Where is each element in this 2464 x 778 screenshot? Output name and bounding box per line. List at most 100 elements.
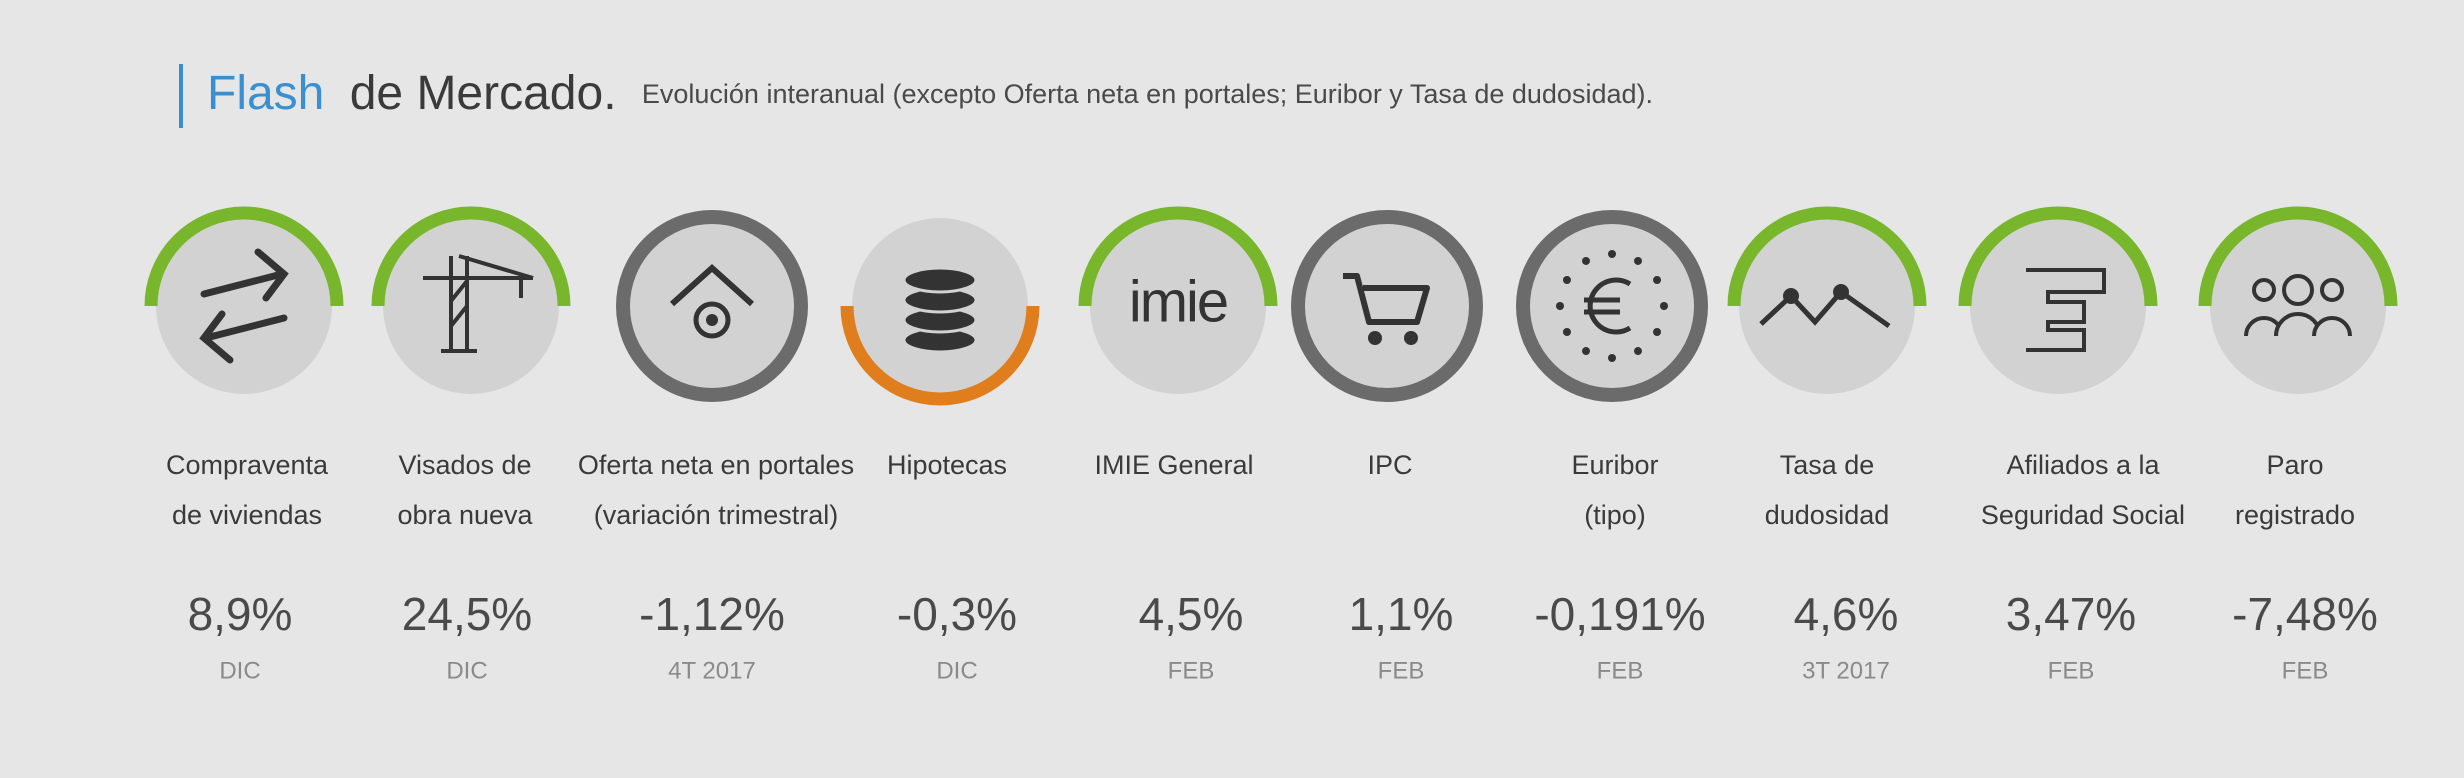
ring [1078,206,1278,307]
icon-circle [156,218,332,394]
icon-logo: imie [1129,269,1227,334]
icon-star [1582,256,1590,265]
item-value: 1,1% [1349,588,1454,640]
icon-circle [1970,218,2146,394]
icon-wheel [1404,331,1418,345]
subtitle: Evolución interanual (excepto Oferta net… [642,79,1653,109]
item-period: DIC [219,657,260,684]
icon-line [1759,288,1891,329]
item-label: dudosidad [1765,500,1890,530]
indicator: Hipotecas -0,3% DIC [840,218,1040,684]
item-period: FEB [1378,657,1425,684]
icon-at [693,301,731,339]
item-label: de viviendas [172,500,322,530]
indicator: Visados de obra nueva 24,5% DIC [371,206,571,684]
item-value: 4,5% [1139,588,1244,640]
item-period: FEB [1168,657,1215,684]
icon-circle [383,218,559,394]
ring [1291,210,1483,402]
icon-coin [902,266,978,294]
indicator: IPC 1,1% FEB [1291,210,1483,684]
icon-star [1653,276,1662,284]
item-label: Visados de [398,450,531,480]
item-value: -0,191% [1534,588,1705,640]
indicator: imie IMIE General 4,5% FEB [1078,206,1278,684]
title-highlight: Flash [207,67,324,120]
item-value: 8,9% [188,588,293,640]
item-label: Tasa de [1780,450,1875,480]
item-label: Hipotecas [887,450,1007,480]
indicator: Afiliados a la Seguridad Social 3,47% FEB [1958,206,2185,684]
item-label: IMIE General [1094,450,1253,480]
icon-star [1608,250,1616,258]
icon-shape [2026,268,2106,352]
item-period: DIC [936,657,977,684]
item-label: Seguridad Social [1981,500,2185,530]
item-label: Compraventa [166,450,329,480]
icon-star [1562,276,1571,284]
ring [1727,206,1927,307]
indicator: Paro registrado -7,48% FEB [2198,206,2398,684]
icon-circle [1090,218,1266,394]
ring [144,206,344,307]
item-period: DIC [446,657,487,684]
ring [1958,206,2158,307]
icon-head [2320,278,2344,302]
indicator: Oferta neta en portales (variación trimes… [578,210,854,684]
icon-star [1660,302,1668,310]
item-label: Oferta neta en portales [578,450,854,480]
icon-house [669,263,755,307]
item-period: FEB [1597,657,1644,684]
item-value: 4,6% [1794,588,1899,640]
icon-head [2282,274,2314,306]
icon-star [1556,302,1564,310]
item-label: IPC [1367,450,1412,480]
title-main: de Mercado. [350,67,617,120]
ring [840,305,1040,406]
icon-circle [1524,218,1700,394]
ring [616,210,808,402]
icon-euro [1584,277,1632,335]
icon-star [1653,328,1662,336]
item-label: obra nueva [397,500,533,530]
ring [371,206,571,307]
icon-star [1582,347,1590,356]
indicator: Tasa de dudosidad 4,6% 3T 2017 [1727,206,1927,684]
item-value: -7,48% [2232,588,2378,640]
icon-cart [1343,273,1430,325]
icon-star [1634,347,1642,356]
icon-head [2252,278,2276,302]
item-label: Paro [2266,450,2323,480]
item-value: -0,3% [897,588,1017,640]
item-period: FEB [2282,657,2329,684]
item-period: 3T 2017 [1802,657,1890,684]
item-label: (tipo) [1584,500,1646,530]
icon-circle [1299,218,1475,394]
icon-body [2312,316,2352,337]
icon-star [1608,354,1616,362]
item-value: 3,47% [2006,588,2136,640]
item-label: Euribor [1571,450,1658,480]
item-label: Afiliados a la [2006,450,2160,480]
item-label: (variación trimestral) [594,500,839,530]
ring [1516,210,1708,402]
icon-wheel [1368,331,1382,345]
icon-dot [1833,284,1849,300]
icon-star [1634,256,1642,265]
item-label: registrado [2235,500,2355,530]
icon-crane [423,254,534,353]
item-period: 4T 2017 [668,657,756,684]
indicator: Compraventa de viviendas 8,9% DIC [144,206,344,684]
icon-dot [1783,288,1799,304]
indicator: Euribor (tipo) -0,191% FEB [1516,210,1708,684]
ring [2198,206,2398,307]
header-title: Flash de Mercado. Evolución interanual (… [207,67,1653,120]
item-period: FEB [2048,657,2095,684]
item-value: -1,12% [639,588,785,640]
icon-at-dot [706,314,718,326]
icon-arrows [199,248,289,364]
item-value: 24,5% [402,588,532,640]
icon-star [1562,328,1571,336]
